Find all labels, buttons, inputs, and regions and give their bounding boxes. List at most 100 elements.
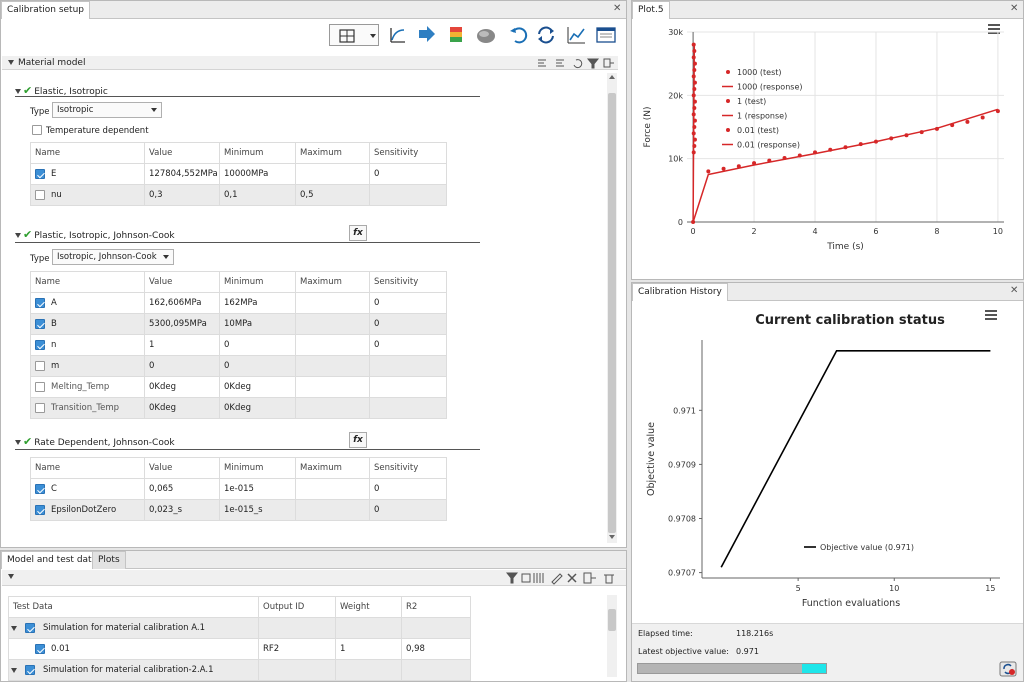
table-row[interactable]: 0.01 RF2 1 0,98: [8, 638, 471, 660]
test-checkbox[interactable]: [25, 665, 35, 675]
min-cell[interactable]: 0: [219, 355, 296, 377]
undo-icon[interactable]: [507, 24, 529, 46]
max-cell[interactable]: [295, 334, 370, 356]
parameter-checkbox[interactable]: [35, 361, 45, 371]
value-cell[interactable]: 1: [144, 334, 220, 356]
expand-icon[interactable]: [11, 668, 17, 673]
group-rate-dependent-title[interactable]: ✔ Rate Dependent, Johnson-Cook: [15, 436, 175, 449]
table-row[interactable]: E 127804,552MPa 10000MPa 0: [30, 163, 447, 185]
table-row[interactable]: nu 0,3 0,1 0,5: [30, 184, 447, 206]
weight-cell[interactable]: [335, 659, 402, 681]
geometry-dropdown-button[interactable]: [329, 24, 379, 46]
plastic-type-select[interactable]: Isotropic, Johnson-Cook: [52, 249, 174, 265]
close-icon[interactable]: ✕: [613, 3, 622, 14]
tab-calibration-history[interactable]: Calibration History: [632, 283, 728, 301]
table-row[interactable]: Transition_Temp 0Kdeg 0Kdeg: [30, 397, 447, 419]
max-cell[interactable]: [295, 397, 370, 419]
collapse-icon[interactable]: [8, 574, 14, 579]
material-model-header[interactable]: Material model: [2, 56, 618, 70]
report-icon[interactable]: [595, 24, 617, 46]
parameter-checkbox[interactable]: [35, 169, 45, 179]
group-elastic-title[interactable]: ✔ Elastic, Isotropic: [15, 85, 108, 98]
tab-model-and-test-data[interactable]: Model and test data: [1, 551, 104, 569]
table-row[interactable]: Simulation for material calibration-2.A.…: [8, 659, 471, 681]
min-cell[interactable]: 10MPa: [219, 313, 296, 335]
chart-menu-icon[interactable]: [985, 310, 997, 320]
scroll-thumb[interactable]: [608, 609, 616, 631]
elastic-type-select[interactable]: Isotropic: [52, 102, 162, 118]
parameter-checkbox[interactable]: [35, 505, 45, 515]
max-cell[interactable]: [295, 163, 370, 185]
scroll-up-icon[interactable]: [609, 75, 615, 79]
table-row[interactable]: n 1 0 0: [30, 334, 447, 356]
temperature-dependent-checkbox[interactable]: [32, 125, 42, 135]
expand-icon[interactable]: [11, 626, 17, 631]
scroll-thumb[interactable]: [608, 93, 616, 533]
max-cell[interactable]: [295, 355, 370, 377]
material-icon[interactable]: [445, 24, 467, 46]
run-calibration-icon[interactable]: [535, 24, 557, 46]
min-cell[interactable]: 0Kdeg: [219, 376, 296, 398]
min-cell[interactable]: 0Kdeg: [219, 397, 296, 419]
group-plastic-title[interactable]: ✔ Plastic, Isotropic, Johnson-Cook: [15, 229, 175, 242]
min-cell[interactable]: 162MPa: [219, 292, 296, 314]
table-row[interactable]: C 0,065 1e-015 0: [30, 478, 447, 500]
mesh-icon[interactable]: [475, 24, 497, 46]
table-row[interactable]: m 0 0: [30, 355, 447, 377]
max-cell[interactable]: [295, 478, 370, 500]
chart-menu-icon[interactable]: [988, 24, 1000, 34]
vertical-scrollbar[interactable]: [607, 73, 617, 543]
close-icon[interactable]: ✕: [1010, 285, 1019, 296]
test-checkbox[interactable]: [25, 623, 35, 633]
weight-cell[interactable]: [335, 617, 402, 639]
value-cell[interactable]: 0Kdeg: [144, 376, 220, 398]
parameter-checkbox[interactable]: [35, 382, 45, 392]
plot5-tabbar: Plot.5 ✕: [632, 1, 1023, 19]
parameter-checkbox[interactable]: [35, 190, 45, 200]
parameter-checkbox[interactable]: [35, 403, 45, 413]
value-cell[interactable]: 0Kdeg: [144, 397, 220, 419]
value-cell[interactable]: 0,065: [144, 478, 220, 500]
test-checkbox[interactable]: [35, 644, 45, 654]
parameter-checkbox[interactable]: [35, 319, 45, 329]
valid-check-icon: ✔: [23, 84, 33, 97]
max-cell[interactable]: [295, 292, 370, 314]
stop-calibration-button[interactable]: [999, 661, 1017, 677]
tab-calibration-setup[interactable]: Calibration setup: [1, 1, 91, 19]
chart-icon[interactable]: [565, 24, 587, 46]
min-cell[interactable]: 0: [219, 334, 296, 356]
min-cell[interactable]: 10000MPa: [219, 163, 296, 185]
min-cell[interactable]: 1e-015_s: [219, 499, 296, 521]
boundary-icon[interactable]: [415, 24, 437, 46]
value-cell[interactable]: 0: [144, 355, 220, 377]
table-row[interactable]: Melting_Temp 0Kdeg 0Kdeg: [30, 376, 447, 398]
tab-plots[interactable]: Plots: [92, 551, 126, 569]
max-cell[interactable]: 0,5: [295, 184, 370, 206]
max-cell[interactable]: [295, 376, 370, 398]
value-cell[interactable]: 5300,095MPa: [144, 313, 220, 335]
min-cell[interactable]: 0,1: [219, 184, 296, 206]
table-row[interactable]: EpsilonDotZero 0,023_s 1e-015_s 0: [30, 499, 447, 521]
max-cell[interactable]: [295, 313, 370, 335]
max-cell[interactable]: [295, 499, 370, 521]
fx-button[interactable]: fx: [349, 432, 367, 448]
value-cell[interactable]: 162,606MPa: [144, 292, 220, 314]
table-row[interactable]: B 5300,095MPa 10MPa 0: [30, 313, 447, 335]
parameter-checkbox[interactable]: [35, 298, 45, 308]
stress-strain-icon[interactable]: [387, 24, 409, 46]
table-row[interactable]: Simulation for material calibration A.1: [8, 617, 471, 639]
parameter-checkbox[interactable]: [35, 484, 45, 494]
table-row[interactable]: A 162,606MPa 162MPa 0: [30, 292, 447, 314]
weight-cell[interactable]: 1: [335, 638, 402, 660]
value-cell[interactable]: 0,023_s: [144, 499, 220, 521]
value-cell[interactable]: 127804,552MPa: [144, 163, 220, 185]
x-tick-label: 10: [889, 584, 899, 593]
parameter-checkbox[interactable]: [35, 340, 45, 350]
tab-plot5[interactable]: Plot.5: [632, 1, 670, 19]
min-cell[interactable]: 1e-015: [219, 478, 296, 500]
vertical-scrollbar[interactable]: [607, 595, 617, 677]
close-icon[interactable]: ✕: [1010, 3, 1019, 14]
value-cell[interactable]: 0,3: [144, 184, 220, 206]
fx-button[interactable]: fx: [349, 225, 367, 241]
scroll-down-icon[interactable]: [609, 535, 615, 539]
